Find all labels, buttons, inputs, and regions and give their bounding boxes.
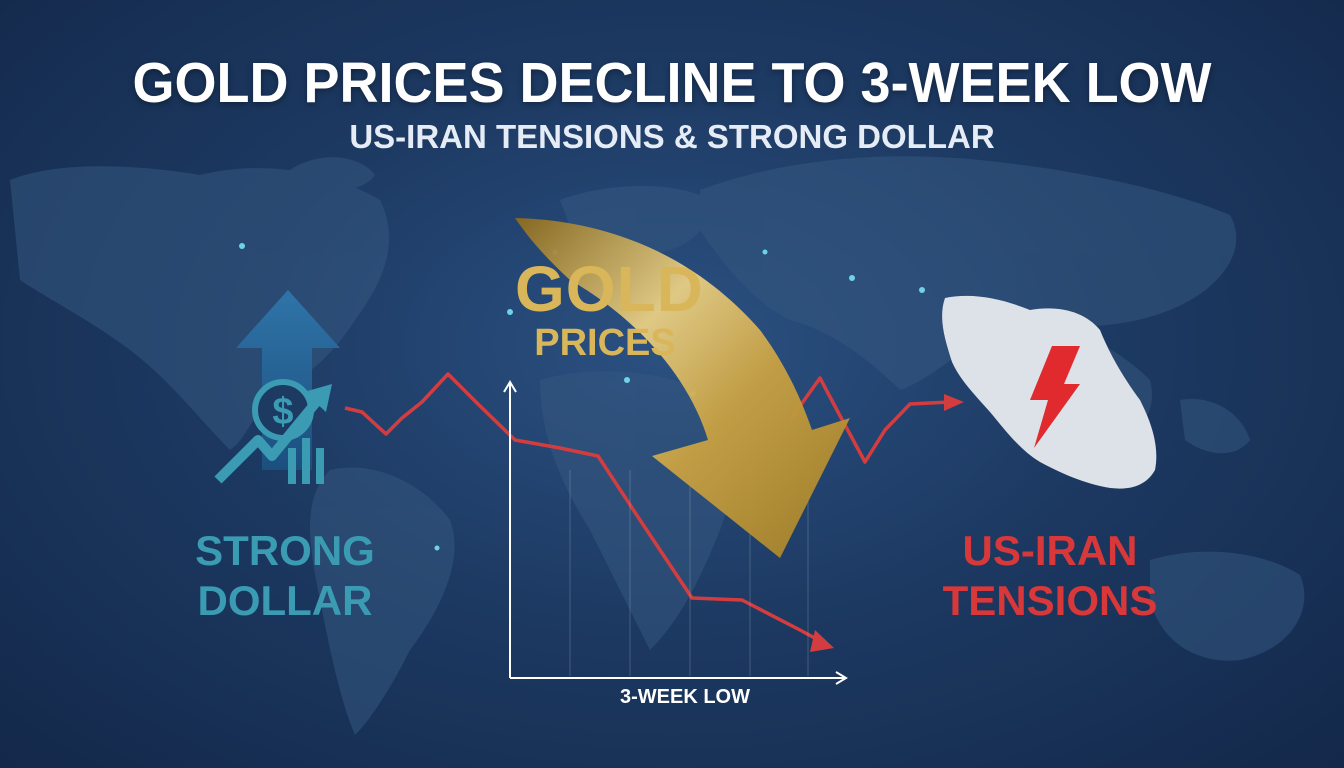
page-title: GOLD PRICES DECLINE TO 3-WEEK LOW <box>132 51 1212 115</box>
strong-dollar-line1: STRONG <box>195 527 375 574</box>
strong-dollar-label: STRONG DOLLAR <box>170 526 400 626</box>
page-subtitle: US-IRAN TENSIONS & STRONG DOLLAR <box>349 118 995 155</box>
chart-caption: 3-WEEK LOW <box>620 686 750 708</box>
iran-map-lightning-icon <box>942 295 1157 489</box>
chart-axes <box>503 380 848 685</box>
trend-arrow-head <box>810 630 834 652</box>
gold-down-arrow <box>515 218 850 558</box>
us-iran-line1: US-IRAN <box>962 527 1138 574</box>
trend-line <box>344 372 823 644</box>
gold-label: GOLD <box>515 253 704 325</box>
lightning-icon <box>1030 346 1080 448</box>
dollar-up-arrow-icon: $ <box>214 290 340 484</box>
dollar-symbol: $ <box>272 391 293 433</box>
us-iran-tensions-label: US-IRAN TENSIONS <box>930 526 1170 626</box>
strong-dollar-line2: DOLLAR <box>197 577 373 624</box>
us-iran-line2: TENSIONS <box>942 577 1158 624</box>
trend-line-right <box>788 376 951 464</box>
prices-label: PRICES <box>534 322 676 364</box>
